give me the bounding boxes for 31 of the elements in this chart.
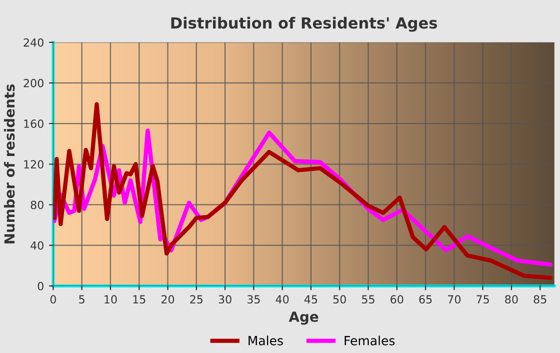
x-tick-label: 85 — [534, 295, 546, 304]
x-tick-label: 75 — [476, 295, 489, 304]
y-tick-label: 120 — [24, 160, 44, 169]
x-tick-label: 55 — [362, 295, 374, 304]
x-axis-title: Age — [288, 312, 318, 325]
x-tick-label: 70 — [448, 295, 460, 304]
x-tick-label: 25 — [190, 295, 202, 304]
y-axis-title: Number of residents — [4, 84, 15, 244]
y-tick-label: 160 — [24, 120, 44, 128]
x-tick-label: 35 — [247, 295, 260, 304]
x-tick-label: 40 — [276, 295, 289, 304]
y-tick-label: 240 — [24, 38, 44, 47]
x-tick-label: 60 — [390, 295, 404, 304]
x-tick-label: 45 — [304, 295, 318, 304]
x-tick-label: 80 — [505, 295, 518, 304]
x-tick-label: 20 — [162, 295, 174, 304]
y-tick-label: 200 — [24, 78, 44, 88]
line-series — [53, 102, 552, 280]
legend-label: Males — [248, 336, 283, 346]
chart-title: Distribution of Residents' Ages — [171, 16, 437, 32]
y-tick-label: 40 — [30, 241, 44, 250]
x-tick-label: 0 — [50, 295, 56, 304]
y-tick-label: 0 — [38, 282, 44, 290]
y-tick-label: 80 — [30, 200, 44, 210]
x-tick-label: 30 — [218, 295, 232, 304]
x-tick-label: 65 — [419, 295, 432, 304]
x-tick-label: 5 — [79, 295, 84, 304]
x-tick-label: 10 — [104, 295, 117, 304]
legend-label: Females — [344, 336, 395, 346]
x-tick-label: 50 — [333, 295, 346, 304]
x-tick-label: 15 — [133, 295, 146, 304]
